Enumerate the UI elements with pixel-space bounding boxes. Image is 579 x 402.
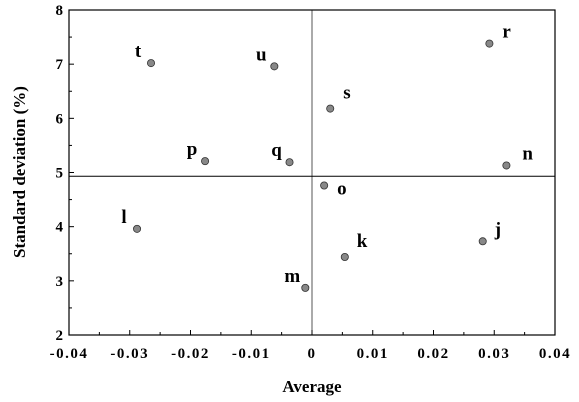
- axis-ticks: -0.04 -0.03 -0.02 -0.01 0 0.01 0.02 0.03 0.04 2 3 4…: [50, 3, 571, 362]
- data-point-r: [485, 39, 494, 48]
- data-point-u: [270, 62, 279, 71]
- y-tick-label: 5: [56, 166, 64, 182]
- data-point-m: [301, 283, 310, 292]
- point-label-m: m: [284, 266, 300, 287]
- point-label-q: q: [271, 140, 282, 161]
- reference-lines: [69, 10, 555, 335]
- y-tick-label: 2: [56, 328, 64, 344]
- point-label-o: o: [337, 179, 347, 200]
- point-label-l: l: [121, 207, 126, 228]
- y-tick-label: 7: [56, 57, 64, 73]
- x-tick-label: -0.01: [232, 346, 271, 362]
- point-label-n: n: [522, 143, 533, 164]
- x-tick-label: 0.03: [478, 346, 510, 362]
- point-label-t: t: [135, 41, 142, 62]
- data-point-q: [285, 158, 294, 167]
- x-tick-label: 0.01: [357, 346, 389, 362]
- x-tick-label: -0.04: [50, 346, 89, 362]
- y-axis-title: Standard deviation (%): [10, 86, 29, 258]
- point-label-u: u: [256, 44, 267, 65]
- data-point-k: [340, 252, 349, 261]
- data-point-t: [147, 59, 156, 68]
- y-tick-label: 6: [56, 111, 64, 127]
- x-tick-label: 0.02: [417, 346, 449, 362]
- point-label-r: r: [502, 22, 511, 43]
- point-label-k: k: [357, 231, 368, 252]
- data-point-s: [326, 104, 335, 113]
- x-axis-title: Average: [282, 377, 342, 396]
- x-tick-label: 0.04: [539, 346, 571, 362]
- data-point-n: [502, 161, 511, 170]
- y-tick-label: 4: [56, 220, 64, 236]
- data-point-l: [133, 224, 142, 233]
- data-point-j: [478, 237, 487, 246]
- data-point-p: [201, 157, 210, 166]
- x-tick-label: -0.03: [110, 346, 149, 362]
- y-tick-label: 8: [56, 3, 64, 19]
- point-label-j: j: [494, 219, 501, 240]
- point-label-s: s: [343, 83, 350, 104]
- point-label-p: p: [187, 139, 198, 160]
- x-tick-label: 0: [308, 346, 317, 362]
- data-points: t u r s p q n o l j k m: [121, 22, 533, 292]
- y-tick-label: 3: [56, 274, 64, 290]
- data-point-o: [320, 181, 329, 190]
- x-tick-label: -0.02: [171, 346, 210, 362]
